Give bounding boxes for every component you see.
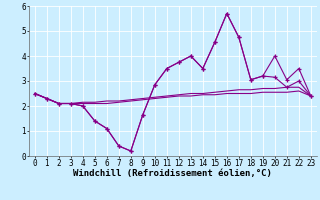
X-axis label: Windchill (Refroidissement éolien,°C): Windchill (Refroidissement éolien,°C) [73, 169, 272, 178]
